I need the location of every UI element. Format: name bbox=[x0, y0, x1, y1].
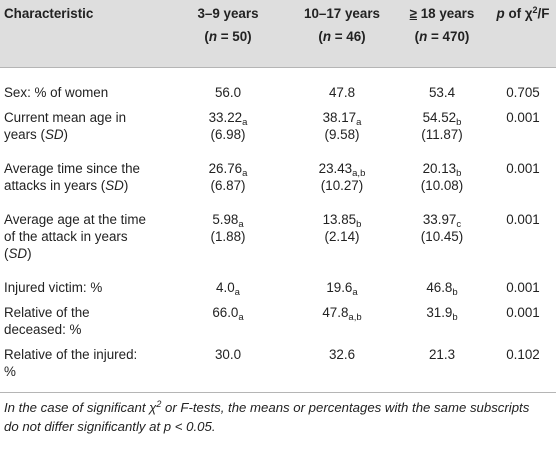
value-cell: 47.8a,b bbox=[322, 304, 362, 323]
row-label: Injured victim: % bbox=[4, 279, 103, 295]
value-cell: 13.85b (2.14) bbox=[322, 211, 362, 244]
value-cell: 47.8 bbox=[328, 84, 356, 100]
table-row: Relative of the deceased: % 66.0a 47.8a,b 31… bbox=[0, 304, 556, 346]
value-cell: 33.97c (10.45) bbox=[420, 211, 464, 244]
table-row: Relative of the injured:% 30.0 32.6 21.3 0.1… bbox=[0, 346, 556, 388]
value-cell: 54.52b (11.87) bbox=[421, 109, 463, 142]
value-cell: 26.76a (6.87) bbox=[208, 160, 248, 193]
table-row: Average time since the attacks in years (… bbox=[0, 160, 556, 211]
row-label: Average age at the time of the attack in … bbox=[4, 211, 146, 261]
p-value-cell: 0.001 bbox=[506, 211, 540, 227]
row-label: Relative of the deceased: % bbox=[4, 304, 90, 337]
header-group-10-17: 10–17 years (n = 46) bbox=[290, 0, 394, 67]
table-row: Sex: % of women 56.0 47.8 53.4 0.705 bbox=[0, 84, 556, 109]
value-cell: 33.22a (6.98) bbox=[208, 109, 248, 142]
bottom-rule bbox=[0, 392, 556, 393]
table-row: Injured victim: % 4.0a 19.6a 46.8b 0.001 bbox=[0, 279, 556, 304]
p-value-cell: 0.705 bbox=[506, 84, 540, 100]
row-label: Average time since the attacks in years (… bbox=[4, 160, 140, 193]
header-characteristic: Characteristic bbox=[4, 6, 94, 21]
header-p-value: p of χ2/F bbox=[496, 5, 550, 22]
value-cell: 38.17a (9.58) bbox=[322, 109, 362, 142]
table-row: Average age at the time of the attack in … bbox=[0, 211, 556, 279]
row-label: Relative of the injured:% bbox=[4, 346, 138, 379]
value-cell: 20.13b (10.08) bbox=[420, 160, 464, 193]
statistics-table: Characteristic 3–9 years (n = 50) 10–17 … bbox=[0, 0, 556, 388]
p-value-cell: 0.102 bbox=[506, 346, 540, 362]
value-cell: 30.0 bbox=[214, 346, 242, 362]
value-cell: 32.6 bbox=[328, 346, 356, 362]
table-footnote: In the case of significant χ2 or F-tests… bbox=[4, 399, 530, 435]
value-cell: 23.43a,b (10.27) bbox=[318, 160, 366, 193]
table-body: Sex: % of women 56.0 47.8 53.4 0.705 Current … bbox=[0, 68, 556, 388]
table-header-row: Characteristic 3–9 years (n = 50) 10–17 … bbox=[0, 0, 556, 67]
value-cell: 21.3 bbox=[428, 346, 456, 362]
value-cell: 56.0 bbox=[214, 84, 242, 100]
value-cell: 5.98a (1.88) bbox=[210, 211, 246, 244]
p-value-cell: 0.001 bbox=[506, 109, 540, 125]
p-value-cell: 0.001 bbox=[506, 279, 540, 295]
header-n-50: (n = 50) bbox=[204, 29, 252, 44]
row-label: Sex: % of women bbox=[4, 84, 109, 100]
value-cell: 66.0a bbox=[212, 304, 244, 323]
header-n-470: (n = 470) bbox=[414, 29, 470, 44]
value-cell: 53.4 bbox=[428, 84, 456, 100]
row-label: Current mean age in years (SD) bbox=[4, 109, 127, 142]
header-n-46: (n = 46) bbox=[318, 29, 366, 44]
value-cell: 31.9b bbox=[426, 304, 458, 323]
value-cell: 4.0a bbox=[216, 279, 240, 298]
table-row: Current mean age in years (SD) 33.22a (6.98… bbox=[0, 109, 556, 160]
value-cell: 46.8b bbox=[426, 279, 458, 298]
p-value-cell: 0.001 bbox=[506, 304, 540, 320]
header-group-3-9: 3–9 years (n = 50) bbox=[166, 0, 290, 67]
value-cell: 19.6a bbox=[326, 279, 358, 298]
header-group-18-plus: ≥ 18 years (n = 470) bbox=[394, 0, 490, 67]
p-value-cell: 0.001 bbox=[506, 160, 540, 176]
